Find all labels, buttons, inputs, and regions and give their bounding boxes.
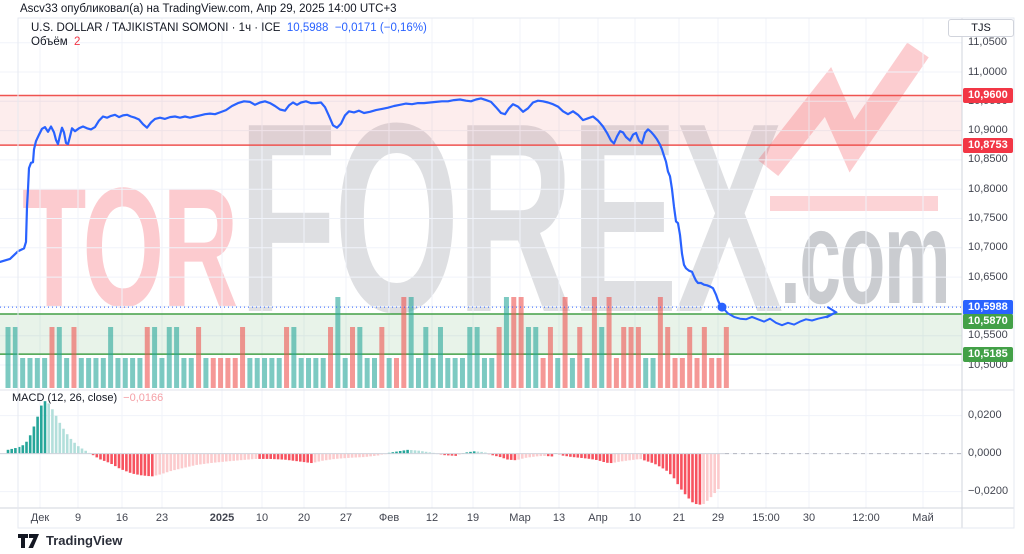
time-axis-label: 20 (297, 512, 311, 524)
currency-unit-label: TJS (971, 22, 991, 34)
macd-histogram (0, 401, 962, 505)
axis-label: 10,7000 (968, 241, 1008, 254)
tradingview-logo-text: TradingView (46, 533, 123, 548)
price-badge: 10,9600 (963, 87, 1013, 103)
volume-label[interactable]: Объём (31, 36, 68, 48)
macd-value: −0,0166 (123, 392, 164, 404)
time-axis-label: Дек (30, 512, 50, 524)
time-axis-label: 12 (425, 512, 439, 524)
axis-label: 10,8000 (968, 182, 1008, 195)
volume-value: 2 (74, 36, 81, 48)
time-axis-label: 23 (155, 512, 169, 524)
frame (0, 17, 1015, 529)
time-axis-label: Май (912, 512, 934, 524)
time-axis-label: Апр (588, 512, 608, 524)
attribution-text[interactable]: Ascv33 опубликовал(а) на TradingView.com… (20, 3, 397, 15)
price-badge: 10,5185 (963, 346, 1013, 362)
chart-legend: U.S. DOLLAR / TAJIKISTANI SOMONI · 1ч · … (31, 21, 427, 49)
current-price-dot (717, 302, 727, 312)
price-badge: 10,5870 (963, 314, 1013, 329)
time-axis-label: 13 (552, 512, 566, 524)
projection-arrow (721, 306, 838, 327)
axis-label: 10,6500 (968, 270, 1008, 283)
time-axis-label: Мар (509, 512, 531, 524)
volume-bars (5, 297, 729, 388)
axis-label: 10,5500 (968, 329, 1008, 342)
time-axis-label: 10 (255, 512, 269, 524)
axis-label: 10,7500 (968, 212, 1008, 224)
tradingview-logo[interactable]: TradingView (18, 533, 122, 548)
time-axis-label: 15:00 (752, 512, 780, 524)
support-zone (0, 314, 962, 355)
symbol-title[interactable]: U.S. DOLLAR / TAJIKISTANI SOMONI · 1ч · … (31, 22, 281, 34)
price-zones (0, 94, 962, 355)
time-axis-label: Фев (378, 512, 400, 524)
time-axis-label: 12:00 (852, 512, 880, 524)
axis-label: 11,0000 (968, 65, 1007, 78)
axis-label: 10,9000 (968, 124, 1008, 137)
legend-symbol-row: U.S. DOLLAR / TAJIKISTANI SOMONI · 1ч · … (31, 21, 427, 35)
axis-label: 0,0200 (968, 409, 1002, 422)
gridlines (0, 18, 962, 508)
price-badge: 10,8753 (963, 137, 1013, 153)
time-axis-label: 10 (628, 512, 642, 524)
axis-label: 0,0000 (968, 447, 1002, 460)
time-axis-label: 9 (74, 512, 82, 524)
currency-unit-box: TJS (948, 19, 1014, 37)
price-badge: 10,5988 (963, 299, 1013, 315)
price-change-value: −0,0171 (−0,16%) (334, 22, 427, 34)
axis-label: 10,8500 (968, 153, 1008, 166)
widget-border (17, 17, 1015, 529)
time-axis-label: 2025 (209, 512, 235, 524)
time-axis-label: 29 (711, 512, 725, 524)
resistance-zone (0, 95, 962, 146)
time-axis-label: 21 (672, 512, 686, 524)
legend-volume-row: Объём 2 (31, 35, 427, 49)
time-axis-label: 30 (802, 512, 816, 524)
time-axis-label: 27 (339, 512, 353, 524)
macd-legend: MACD (12, 26, close) −0,0166 (12, 392, 163, 404)
time-axis-label: 16 (115, 512, 129, 524)
price-line (0, 97, 724, 309)
time-axis-label: 19 (466, 512, 480, 524)
time-axis[interactable]: Дек 9 16 23 2025 10 20 27 Фев 12 19 Мар 13 Апр 10 21 29 1… (0, 510, 962, 530)
last-price-value: 10,5988 (286, 22, 329, 34)
axis-label: 11,0500 (968, 36, 1007, 49)
axis-label: −0,0200 (968, 485, 1009, 498)
macd-axis[interactable]: 0,0200 0,0000 −0,0200 (962, 0, 1024, 554)
tradingview-logo-icon (18, 533, 39, 548)
arrow-head-icon (826, 306, 838, 319)
macd-label[interactable]: MACD (12, 26, close) (12, 392, 118, 404)
